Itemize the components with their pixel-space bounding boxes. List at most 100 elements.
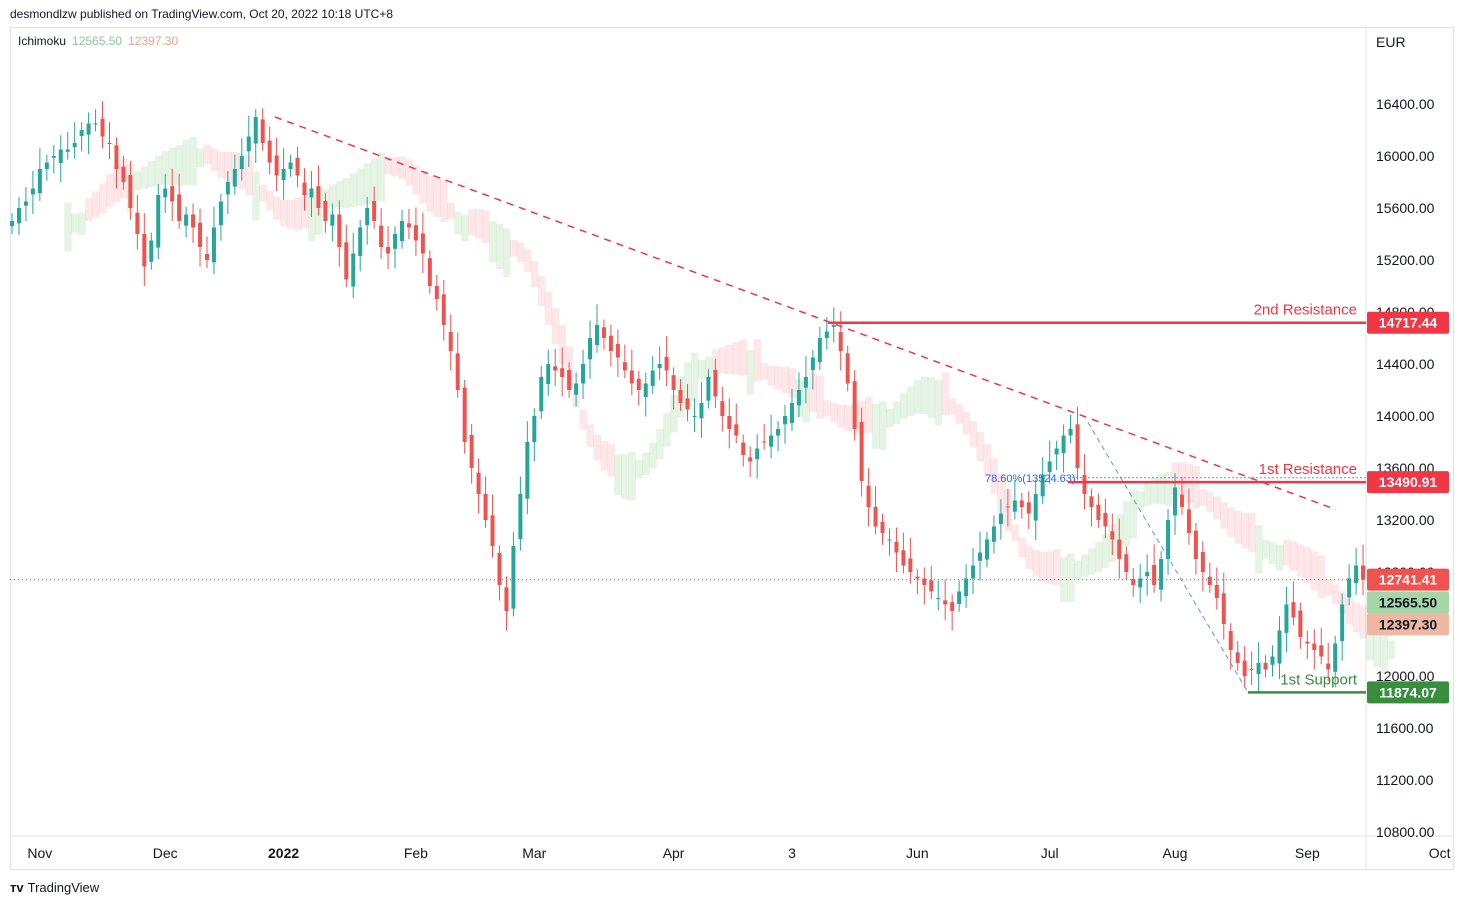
cloud-segment — [976, 431, 984, 462]
cloud-segment — [426, 175, 434, 212]
candle-body — [1179, 494, 1184, 507]
candle-body — [845, 353, 850, 384]
candle-body — [1075, 424, 1080, 468]
candle-body — [1138, 578, 1143, 588]
cloud-segment — [489, 221, 497, 263]
cloud-segment — [649, 442, 657, 469]
cloud-segment — [1143, 482, 1152, 506]
cloud-segment — [433, 177, 441, 218]
cloud-segment — [691, 352, 699, 402]
cloud-segment — [1164, 472, 1173, 506]
cloud-segment — [1331, 584, 1340, 605]
footer-brand[interactable]: ᴛᴠ TradingView — [10, 880, 99, 895]
cloud-segment — [266, 190, 274, 211]
candle-body — [128, 174, 133, 208]
cloud-segment — [440, 179, 448, 222]
ichimoku-a-tag: 12565.50 — [1379, 594, 1438, 610]
cloud-segment — [182, 140, 191, 185]
cloud-segment — [551, 307, 560, 344]
candle-body — [1200, 551, 1205, 572]
cloud-segment — [614, 454, 622, 496]
candle-body — [894, 541, 899, 553]
cloud-segment — [189, 136, 198, 186]
candle-body — [1242, 660, 1247, 676]
cloud-segment — [1150, 477, 1159, 504]
candle-body — [1145, 572, 1150, 577]
last-price-tag-bg — [1367, 568, 1449, 591]
cloud-segment — [461, 215, 469, 242]
candle-body — [1291, 602, 1296, 618]
cloud-segment — [259, 185, 267, 202]
cloud-segment — [1206, 492, 1214, 513]
candle-body — [149, 240, 154, 262]
candle-body — [476, 472, 481, 494]
candle-body — [748, 457, 753, 462]
cloud-segment — [544, 292, 553, 325]
cloud-segment — [579, 409, 588, 430]
cloud-segment — [85, 198, 93, 222]
cloud-segment — [1241, 512, 1249, 549]
cloud-segment — [1269, 541, 1277, 565]
cloud-segment — [1324, 579, 1333, 596]
cloud-segment — [1282, 539, 1291, 566]
candle-body — [803, 377, 808, 388]
cloud-segment — [1157, 474, 1166, 505]
cloud-segment — [955, 404, 964, 424]
cloud-segment — [349, 173, 358, 207]
candle-body — [1082, 475, 1087, 494]
time-tick-label: Feb — [404, 845, 428, 861]
time-tick-label: Oct — [1429, 845, 1451, 861]
cloud-segment — [809, 373, 817, 413]
resistance-1-tag: 13490.91 — [1379, 474, 1438, 490]
candle-body — [594, 325, 599, 346]
candle-body — [1207, 576, 1212, 585]
candle-body — [706, 377, 711, 401]
cloud-segment — [537, 276, 546, 306]
cloud-segment — [307, 196, 316, 242]
cloud-segment — [892, 401, 901, 424]
candle-body — [1110, 531, 1115, 540]
candle-body — [755, 448, 760, 460]
candle-body — [560, 368, 565, 377]
indicator-name: Ichimoku — [18, 34, 67, 48]
cloud-segment — [342, 178, 351, 209]
resistance-2-tag: 14717.44 — [1379, 315, 1438, 331]
cloud-segment — [1352, 602, 1361, 632]
cloud-segment — [161, 150, 170, 185]
time-tick-label: Mar — [522, 845, 546, 861]
candle-body — [1333, 643, 1338, 672]
cloud-segment — [830, 402, 838, 423]
candle-body — [929, 580, 934, 592]
candle-body — [386, 247, 391, 254]
candle-body — [1068, 429, 1073, 436]
cloud-segment — [621, 454, 629, 500]
candle-body — [302, 182, 307, 195]
candle-body — [1096, 504, 1101, 520]
cloud-segment — [760, 363, 769, 380]
cloud-segment — [1213, 496, 1221, 520]
cloud-segment — [1080, 554, 1089, 577]
candle-body — [1305, 641, 1310, 644]
candle-body — [1228, 631, 1233, 650]
cloud-segment — [753, 339, 762, 382]
indicator-legend[interactable]: Ichimoku 12565.50 12397.30 — [18, 34, 178, 48]
candle-body — [539, 377, 544, 412]
candle-body — [1361, 565, 1366, 580]
cloud-segment — [1129, 489, 1138, 539]
candle-body — [497, 553, 502, 585]
candle-body — [588, 338, 593, 360]
candle-body — [657, 364, 662, 369]
candle-body — [135, 212, 140, 234]
candle-body — [873, 507, 878, 527]
cloud-segment — [656, 429, 664, 459]
cloud-segment — [1018, 537, 1026, 558]
cloud-segment — [196, 148, 205, 168]
candle-body — [177, 194, 182, 221]
candle-body — [79, 130, 84, 136]
candle-body — [274, 155, 279, 176]
cloud-segment — [370, 158, 379, 204]
candle-body — [455, 353, 460, 390]
cloud-segment — [363, 163, 372, 205]
cloud-segment — [1060, 557, 1068, 603]
